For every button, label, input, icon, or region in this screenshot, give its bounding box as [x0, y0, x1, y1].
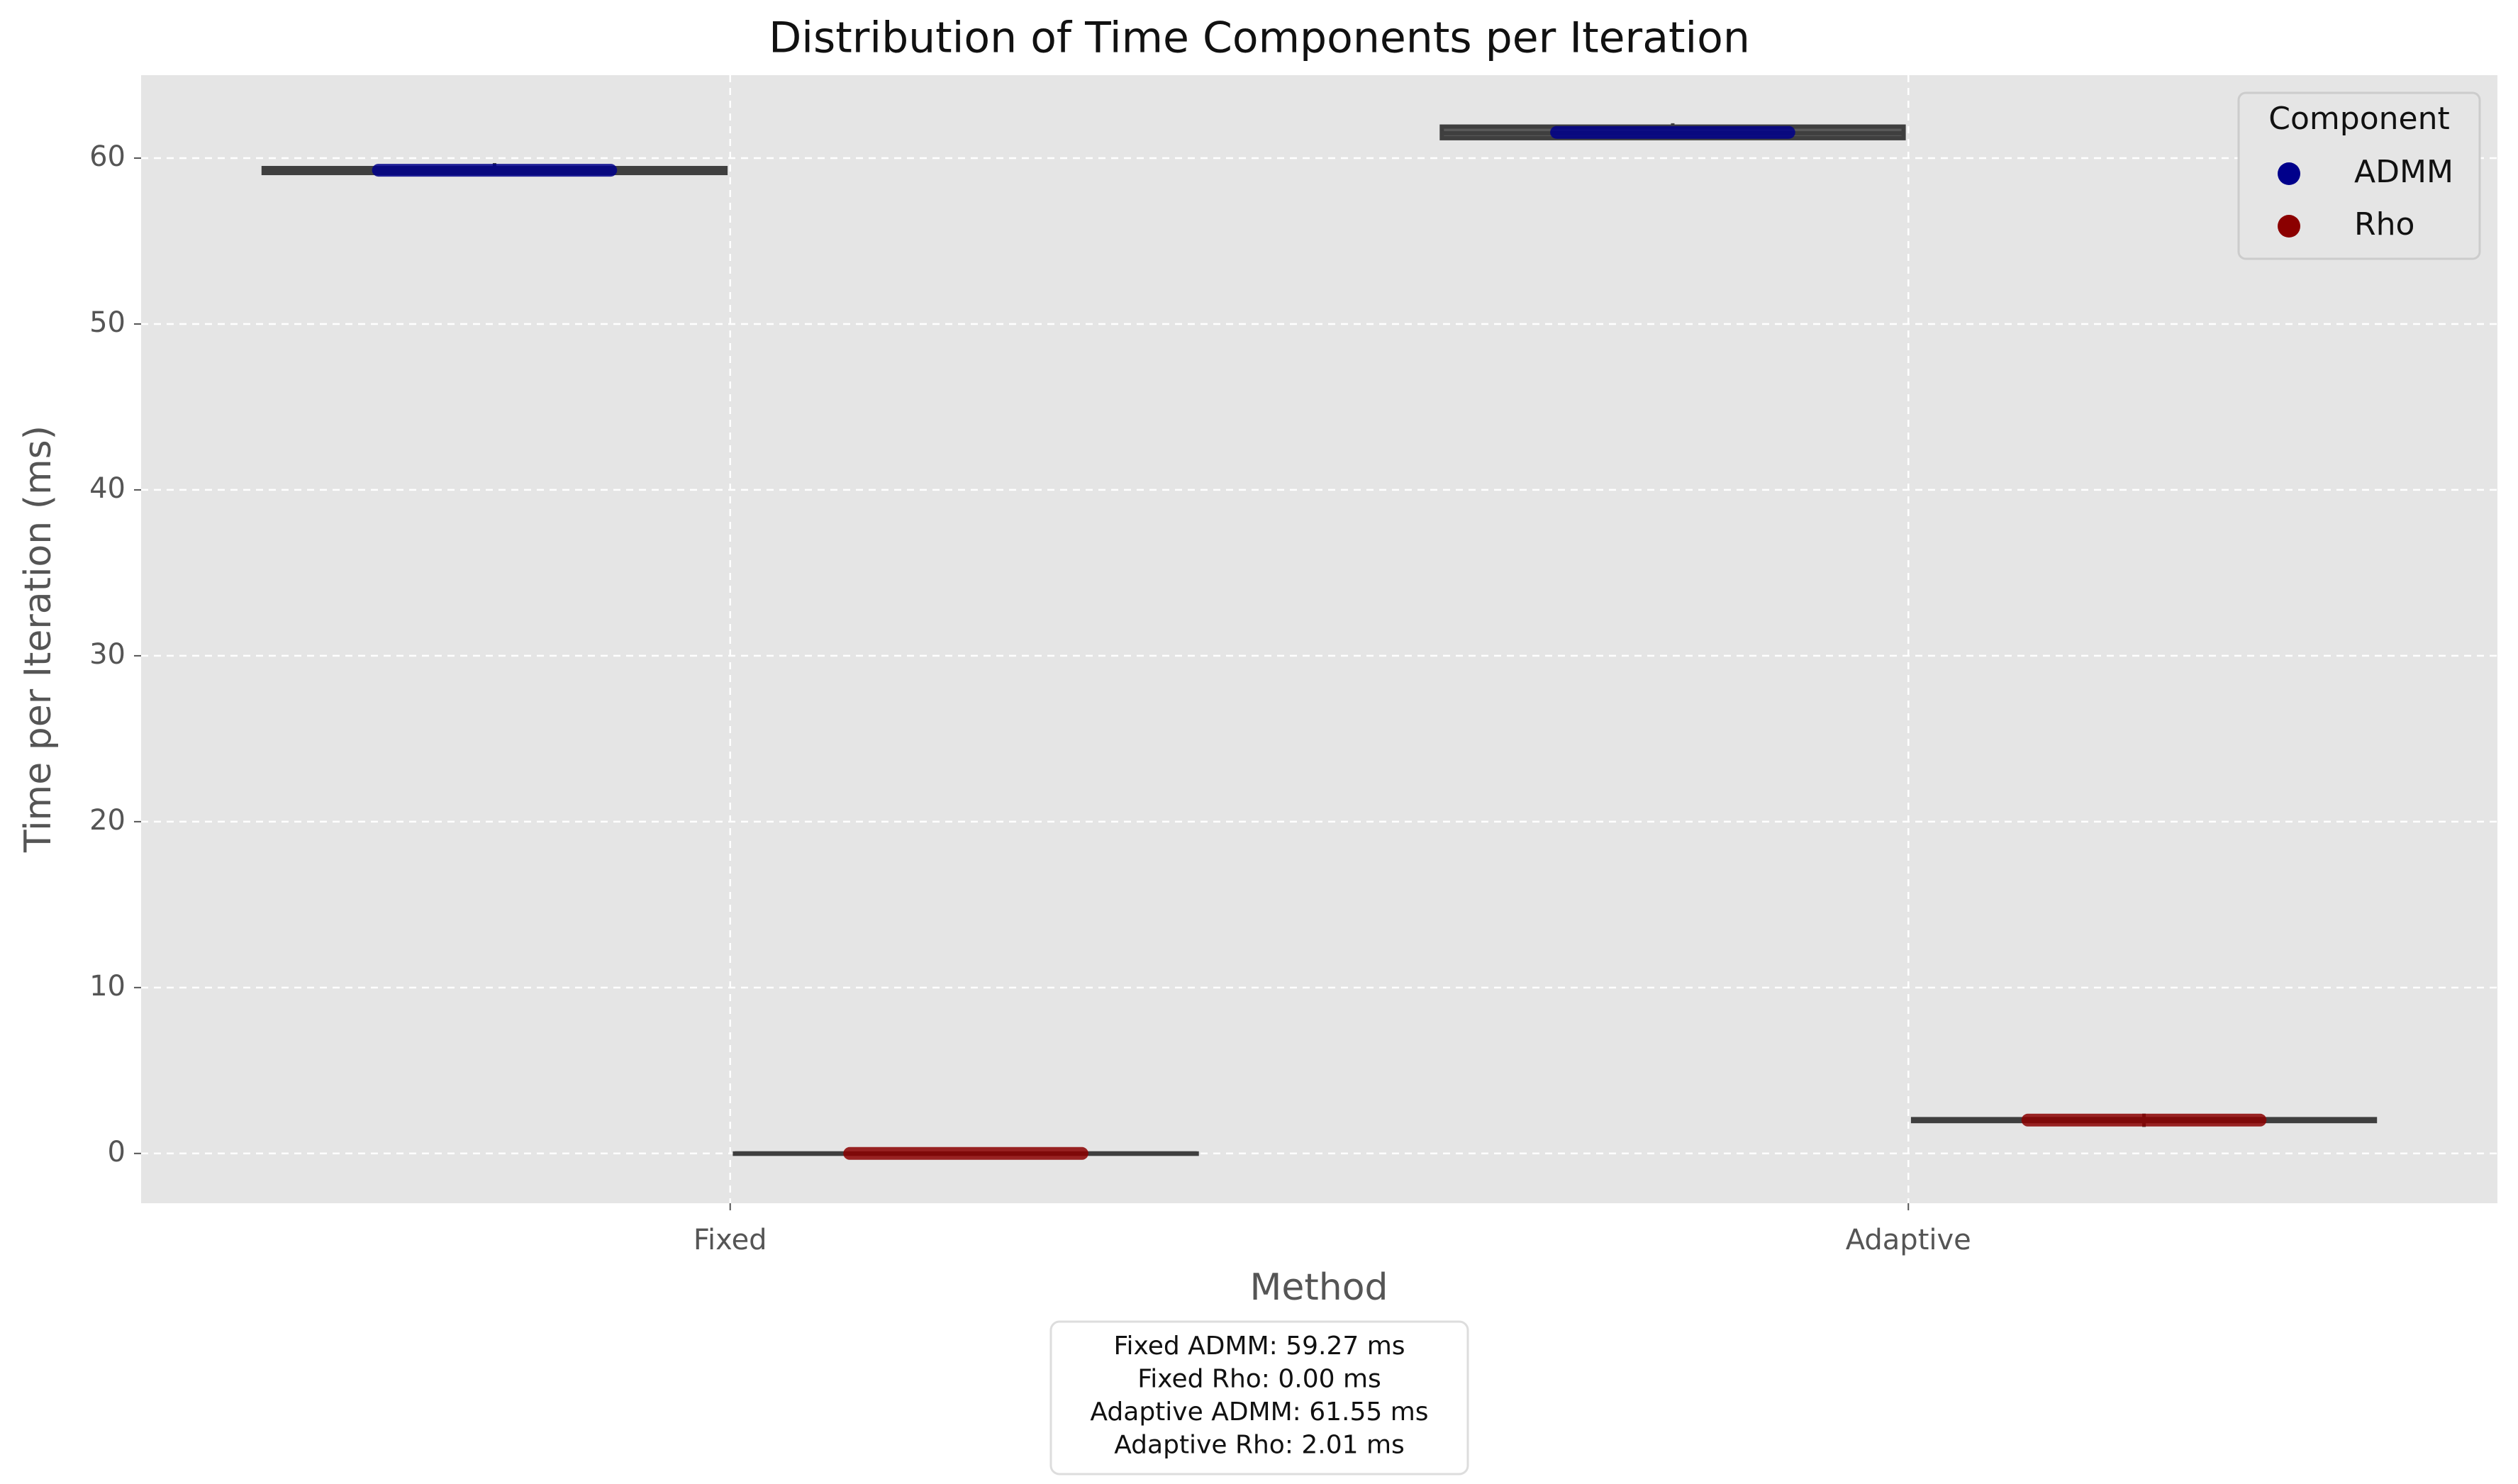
legend-label: Rho	[2354, 206, 2414, 242]
legend-title: Component	[2268, 101, 2449, 137]
y-tick-label: 60	[89, 140, 126, 173]
y-axis-label: Time per Iteration (ms)	[17, 425, 60, 853]
x-tick-label: Fixed	[693, 1224, 767, 1256]
y-tick-label: 30	[89, 638, 126, 671]
strip-points	[2021, 1113, 2267, 1127]
legend-box	[2237, 91, 2481, 260]
legend-marker	[2278, 215, 2300, 238]
y-tick-label: 40	[89, 472, 126, 505]
y-tick-label: 20	[89, 804, 126, 837]
chart-title: Distribution of Time Components per Iter…	[769, 13, 1750, 63]
x-axis-label: Method	[1249, 1266, 1388, 1309]
legend-marker	[2278, 162, 2300, 185]
annotation-box	[1049, 1320, 1469, 1475]
annotation-line: Fixed ADMM: 59.27 ms	[1113, 1332, 1405, 1361]
strip-points	[843, 1147, 1088, 1160]
x-tick-label: Adaptive	[1846, 1224, 1971, 1256]
y-tick-label: 50	[89, 306, 126, 339]
strip-points	[1550, 125, 1795, 139]
annotation-line: Fixed Rho: 0.00 ms	[1137, 1365, 1381, 1394]
annotation-line: Adaptive Rho: 2.01 ms	[1114, 1431, 1405, 1460]
annotation-line: Adaptive ADMM: 61.55 ms	[1090, 1397, 1428, 1427]
plot	[141, 75, 2497, 1203]
y-tick-label: 0	[108, 1136, 126, 1168]
plot-area	[141, 75, 2497, 1203]
strip-points	[372, 164, 618, 177]
y-tick-label: 10	[89, 970, 126, 1003]
legend-label: ADMM	[2354, 154, 2453, 190]
